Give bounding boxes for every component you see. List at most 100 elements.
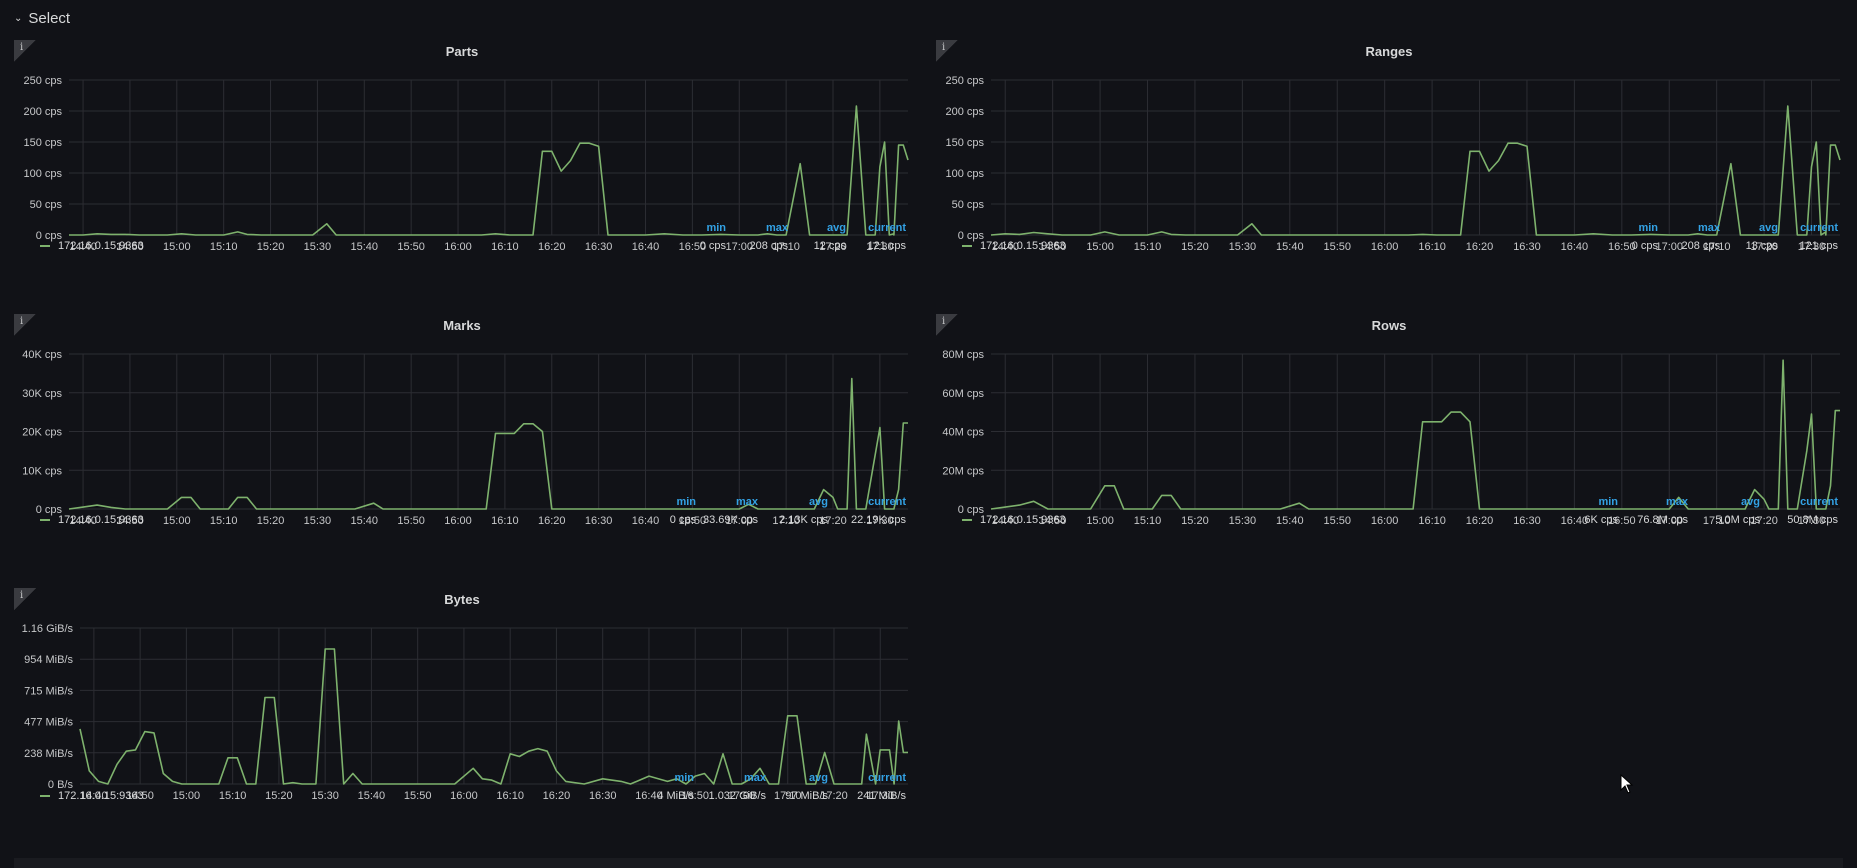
y-tick-label: 0 cps	[958, 504, 985, 516]
legend-header-max[interactable]: max	[765, 222, 788, 234]
panel-title[interactable]: Parts	[445, 44, 479, 59]
legend-series[interactable]: 172.16.0.15:9363	[962, 240, 1066, 252]
legend-header-max[interactable]: max	[735, 496, 758, 508]
row-select-header[interactable]: ⌄ Select	[14, 8, 70, 28]
y-tick-label: 0 cps	[36, 504, 63, 516]
legend-header-current[interactable]: current	[868, 222, 906, 234]
legend-header-avg[interactable]: avg	[809, 496, 828, 508]
x-tick-label: 15:50	[1323, 515, 1351, 527]
legend-header-current[interactable]: current	[1800, 496, 1838, 508]
panel-rows[interactable]: i Rows 80M cps 60M cps 40M cps 20M cps 0 cps 14…	[936, 314, 1842, 572]
legend-header-avg[interactable]: avg	[809, 772, 828, 784]
x-tick-label: 15:20	[1181, 515, 1209, 527]
legend-value-min: 0 cps	[1631, 240, 1658, 252]
legend-header-max[interactable]: max	[743, 772, 766, 784]
legend-label: 172.16.0.15:9363	[980, 514, 1066, 526]
legend-header-min[interactable]: min	[1598, 496, 1618, 508]
y-tick-label: 50 cps	[30, 199, 63, 211]
panel-info-icon[interactable]: i	[14, 40, 36, 62]
legend-header-current[interactable]: current	[1800, 222, 1838, 234]
x-tick-label: 15:10	[219, 790, 247, 802]
y-tick-label: 100 cps	[945, 168, 984, 180]
legend-header-current[interactable]: current	[868, 772, 906, 784]
x-tick-label: 17:20	[820, 790, 848, 802]
legend-header-max[interactable]: max	[1697, 222, 1720, 234]
legend-label: 172.16.0.15:9363	[58, 240, 144, 252]
next-row-bar[interactable]	[14, 858, 1843, 868]
x-tick-label: 16:00	[444, 515, 472, 527]
panel-title[interactable]: Rows	[1371, 318, 1407, 333]
legend-series[interactable]: 172.16.0.15:9363	[40, 790, 144, 802]
x-tick-label: 14:40	[69, 241, 97, 253]
y-tick-label: 477 MiB/s	[24, 717, 73, 729]
x-tick-label: 17:20	[819, 241, 847, 253]
x-tick-label: 16:10	[496, 790, 524, 802]
graph-bytes[interactable]: 1.16 GiB/s 954 MiB/s 715 MiB/s 477 MiB/s 238…	[14, 588, 910, 808]
panel-info-icon[interactable]: i	[14, 588, 36, 610]
x-tick-label: 16:50	[681, 790, 709, 802]
legend-header-min[interactable]: min	[674, 772, 694, 784]
x-tick-label: 17:10	[774, 790, 802, 802]
x-tick-label: 14:40	[991, 241, 1019, 253]
x-tick-label: 17:30	[866, 515, 894, 527]
y-tick-label: 0 B/s	[48, 779, 74, 791]
x-tick-label: 15:50	[397, 515, 425, 527]
panel-title[interactable]: Ranges	[1365, 44, 1413, 59]
x-tick-label: 15:00	[1086, 241, 1114, 253]
graph-marks[interactable]: 40K cps 30K cps 20K cps 10K cps 0 cps 14:40 14…	[14, 314, 910, 534]
y-tick-label: 238 MiB/s	[24, 748, 73, 760]
legend-swatch	[962, 519, 972, 521]
x-tick-label: 15:30	[304, 515, 332, 527]
legend-label: 172.16.0.15:9363	[58, 790, 144, 802]
panel-title[interactable]: Marks	[443, 318, 481, 333]
legend-value-current: 241 MiB/s	[857, 790, 906, 802]
x-tick-label: 16:20	[1466, 515, 1494, 527]
x-tick-label: 16:30	[589, 790, 617, 802]
x-tick-label: 14:50	[116, 241, 144, 253]
legend-header-min[interactable]: min	[676, 496, 696, 508]
panel-marks[interactable]: i Marks 40K cps 30K cps 20K cps 10K cps 0 cps 1…	[14, 314, 910, 572]
y-tick-label: 250 cps	[945, 75, 984, 87]
chevron-down-icon: ⌄	[14, 12, 23, 24]
x-tick-label: 15:00	[163, 515, 191, 527]
x-tick-label: 15:00	[163, 241, 191, 253]
panel-bytes[interactable]: i Bytes 1.16 GiB/s 954 MiB/s 715 MiB/s 477 Mi…	[14, 588, 910, 848]
y-tick-label: 40M cps	[942, 427, 984, 439]
panel-info-icon[interactable]: i	[14, 314, 36, 336]
legend-header-min[interactable]: min	[706, 222, 726, 234]
y-tick-label: 80M cps	[942, 349, 984, 361]
x-tick-label: 17:00	[1655, 515, 1683, 527]
legend-header-current[interactable]: current	[868, 496, 906, 508]
legend-header-min[interactable]: min	[1638, 222, 1658, 234]
x-tick-label: 14:50	[1039, 515, 1067, 527]
legend-header-avg[interactable]: avg	[827, 222, 846, 234]
legend-value-max: 76.8M cps	[1637, 514, 1688, 526]
x-tick-label: 16:50	[1608, 241, 1636, 253]
legend-header-max[interactable]: max	[1665, 496, 1688, 508]
legend-series[interactable]: 172.16.0.15:9363	[40, 514, 144, 526]
x-tick-label: 15:50	[1323, 241, 1351, 253]
panel-info-icon[interactable]: i	[936, 40, 958, 62]
panel-parts[interactable]: i Parts 250 cps 200 cps 150 cps 100 cps 50 cps…	[14, 40, 910, 298]
panel-ranges[interactable]: i Ranges 250 cps 200 cps 150 cps 100 cps 50 cp…	[936, 40, 1842, 298]
legend-label: 172.16.0.15:9363	[980, 240, 1066, 252]
legend-value-max: 208 cps	[749, 240, 788, 252]
x-tick-label: 16:30	[585, 241, 613, 253]
legend-series[interactable]: 172.16.0.15:9363	[40, 240, 144, 252]
legend-series[interactable]: 172.16.0.15:9363	[962, 514, 1066, 526]
panel-info-icon[interactable]: i	[936, 314, 958, 336]
panel-title[interactable]: Bytes	[444, 592, 480, 607]
series-line	[69, 105, 909, 236]
y-tick-label: 30K cps	[22, 388, 62, 400]
graph-rows[interactable]: 80M cps 60M cps 40M cps 20M cps 0 cps 14:40 14…	[936, 314, 1842, 534]
legend-header-avg[interactable]: avg	[1759, 222, 1778, 234]
x-tick-label: 15:50	[397, 241, 425, 253]
legend-value-min: 0 cps	[669, 514, 696, 526]
x-tick-label: 16:20	[1466, 241, 1494, 253]
legend-swatch	[962, 245, 972, 247]
legend-header-avg[interactable]: avg	[1741, 496, 1760, 508]
legend-value-avg: 2.13K cps	[779, 514, 828, 526]
x-tick-label: 16:10	[1418, 515, 1446, 527]
